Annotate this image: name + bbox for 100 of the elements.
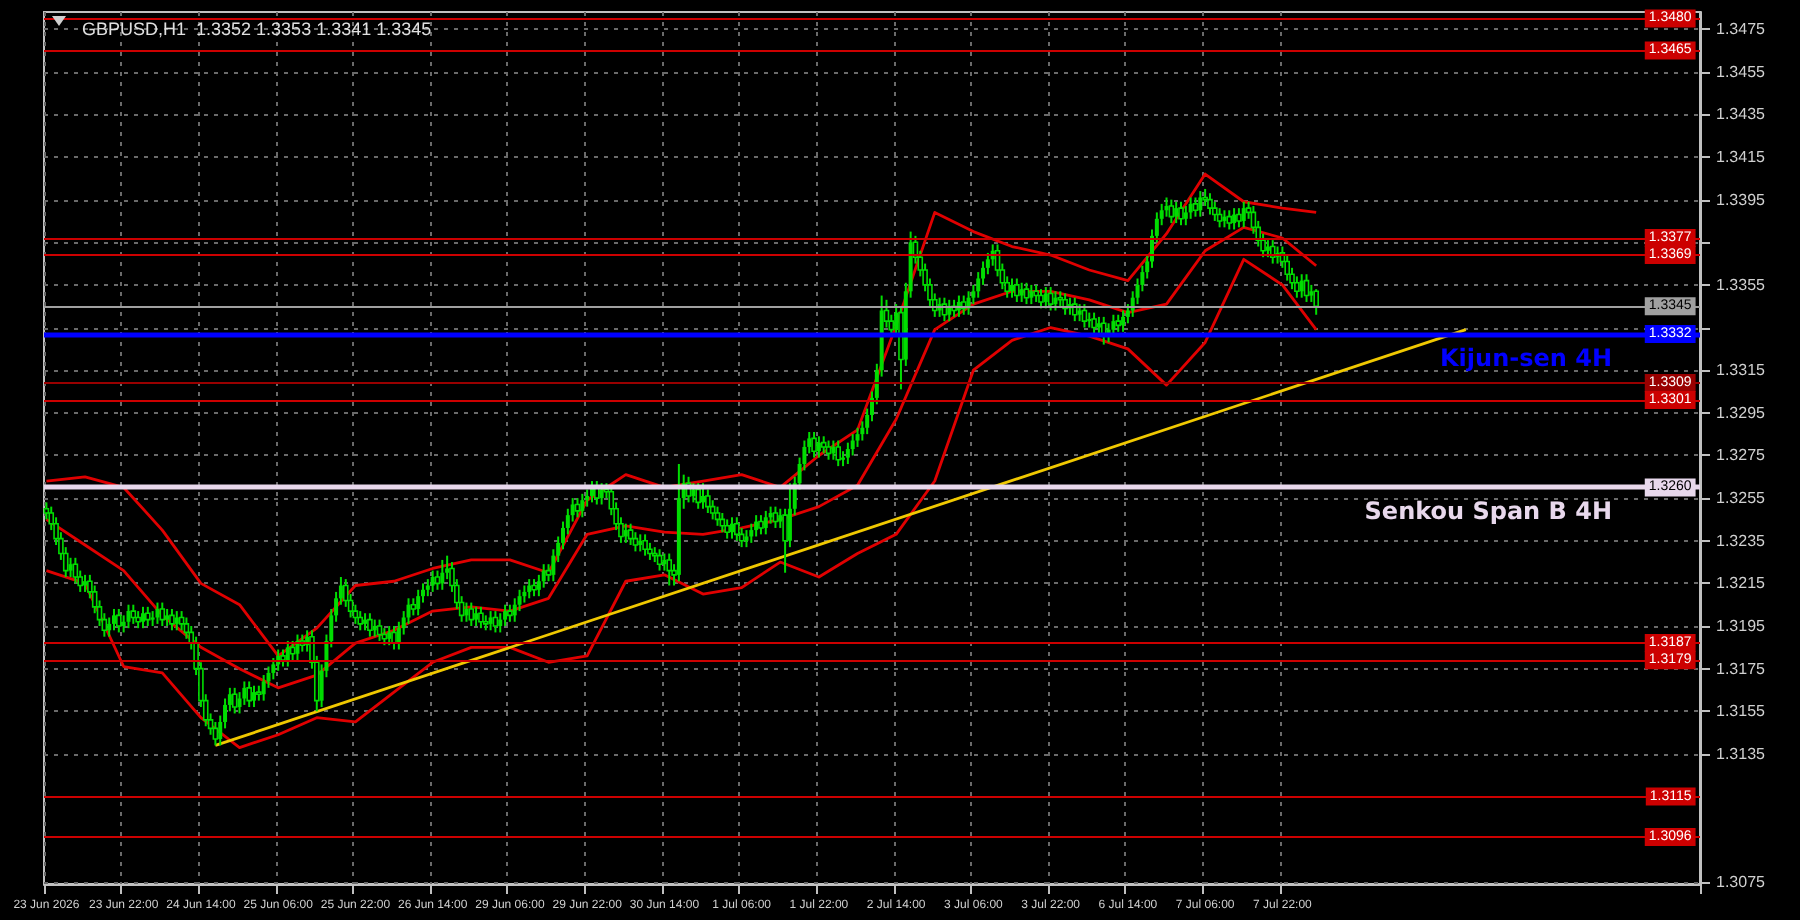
candlestick — [527, 578, 532, 600]
candlestick — [174, 610, 179, 632]
candlestick — [835, 439, 841, 468]
candlestick — [271, 657, 276, 681]
candlestick — [488, 610, 493, 632]
candlestick — [574, 497, 581, 519]
candlestick — [666, 552, 673, 587]
candlestick — [1019, 281, 1024, 303]
chart-title: GBPUSD,H1 1.3352 1.3353 1.3341 1.3345 — [82, 19, 432, 39]
candlestick — [145, 605, 151, 628]
candlestick — [212, 720, 219, 747]
candlestick — [705, 488, 711, 515]
y-tick-label: 1.3475 — [1716, 20, 1767, 39]
candlestick — [642, 533, 648, 557]
candlestick — [1091, 311, 1097, 335]
candlestick — [261, 674, 266, 702]
candlestick — [831, 439, 836, 461]
candlestick — [632, 531, 639, 553]
y-tick-label: 1.3435 — [1716, 105, 1767, 124]
candlestick — [430, 569, 435, 593]
candlestick — [112, 607, 117, 632]
candlestick — [816, 435, 821, 459]
candlestick — [580, 492, 585, 519]
candlestick — [357, 610, 364, 632]
y-tick-label: 1.3235 — [1716, 531, 1767, 550]
candlestick — [387, 625, 392, 647]
candlestick — [850, 433, 855, 457]
candlestick — [1121, 309, 1126, 333]
candlestick — [1038, 288, 1044, 310]
y-tick-label: 1.3355 — [1716, 275, 1767, 294]
candlestick — [289, 639, 296, 662]
candlestick — [724, 518, 730, 540]
candlestick — [498, 612, 503, 634]
candlestick — [729, 516, 734, 540]
candlestick — [1241, 200, 1246, 229]
candlestick — [1023, 281, 1030, 306]
candlestick — [1192, 196, 1199, 218]
candlestick — [825, 439, 832, 461]
candlestick — [1236, 207, 1242, 229]
candlestick — [376, 618, 383, 642]
candlestick — [754, 514, 759, 538]
candlestick — [714, 505, 721, 527]
y-tick-label: 1.3075 — [1716, 872, 1767, 891]
candlestick — [130, 603, 137, 625]
candlestick — [1014, 277, 1020, 303]
candlestick — [503, 603, 508, 628]
candlestick — [1168, 198, 1175, 225]
candlestick — [478, 605, 484, 630]
y-tick-label: 1.3395 — [1716, 190, 1767, 209]
candlestick — [231, 686, 238, 715]
candlestick — [1294, 275, 1300, 299]
candlestick — [1216, 207, 1223, 229]
candlestick — [855, 426, 860, 448]
candlestick — [1207, 192, 1213, 216]
candlestick — [492, 610, 499, 634]
candlestick — [107, 616, 112, 638]
candlestick — [1029, 283, 1034, 306]
candlestick — [1232, 207, 1237, 231]
y-tick-label: 1.3195 — [1716, 617, 1767, 636]
candlestick — [464, 601, 469, 623]
candlestick — [1010, 277, 1015, 299]
y-tick-label: 1.3275 — [1716, 446, 1767, 465]
candlestick — [627, 522, 634, 547]
candlestick — [252, 684, 257, 709]
candlestick — [155, 601, 160, 625]
candlestick — [416, 588, 421, 617]
candlestick — [845, 441, 850, 465]
candlestick — [169, 607, 175, 632]
y-tick-label: 1.3215 — [1716, 574, 1767, 593]
candlestick — [72, 556, 79, 585]
candlestick — [758, 514, 764, 536]
candlestick — [719, 512, 726, 534]
y-tick-label: 1.3315 — [1716, 361, 1767, 380]
candlestick — [734, 516, 740, 542]
candlestick — [1174, 200, 1179, 225]
y-tick-label: 1.3155 — [1716, 702, 1767, 721]
candlestick — [1043, 286, 1048, 310]
candlestick — [1226, 209, 1233, 231]
candlestick — [512, 597, 517, 623]
candlestick — [1047, 286, 1054, 312]
y-tick-label: 1.3415 — [1716, 147, 1767, 166]
candlestick — [541, 563, 546, 589]
candlestick — [391, 625, 397, 651]
candlestick — [474, 605, 479, 628]
candlestick — [1198, 190, 1203, 218]
candlestick — [178, 610, 185, 632]
candlestick — [140, 605, 145, 630]
candlestick — [285, 639, 290, 668]
candlestick — [1211, 200, 1218, 222]
candlestick — [1053, 290, 1058, 312]
candlestick — [126, 603, 131, 630]
candlestick — [701, 482, 706, 510]
line-series — [45, 257, 1318, 749]
candlestick — [159, 601, 166, 628]
y-tick-label: 1.3175 — [1716, 659, 1767, 678]
y-tick-label: 1.3135 — [1716, 744, 1767, 763]
y-tick-label: 1.3455 — [1716, 62, 1767, 81]
candlestick — [1183, 205, 1188, 227]
candlestick — [772, 505, 779, 529]
candlestick — [811, 431, 817, 459]
